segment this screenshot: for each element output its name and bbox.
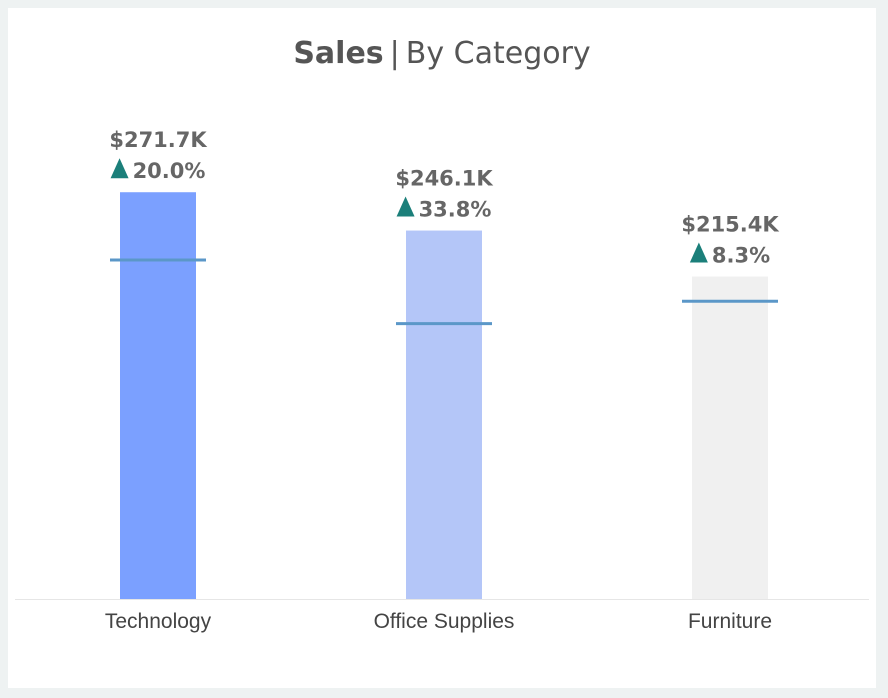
chart-title-separator: | — [389, 36, 400, 71]
category-label-2: Furniture — [688, 610, 772, 633]
change-label-0: 20.0% — [133, 159, 206, 183]
chart-title-sub: By Category — [405, 36, 591, 71]
change-label-2: 8.3% — [712, 244, 770, 268]
value-label-0: $271.7K — [109, 128, 207, 152]
value-label-1: $246.1K — [395, 167, 493, 191]
chart-title: Sales | By Category — [8, 36, 876, 72]
up-arrow-icon — [396, 196, 415, 217]
change-indicator-2: 8.3% — [689, 242, 770, 268]
bar-chart: $271.7K 20.0% Technology $246.1K 33.8% Office… — [15, 128, 869, 633]
category-label-1: Office Supplies — [374, 610, 515, 633]
bar-1[interactable] — [406, 230, 482, 599]
category-label-0: Technology — [105, 610, 212, 633]
bar-0[interactable] — [120, 192, 196, 600]
up-arrow-icon — [689, 242, 708, 263]
change-indicator-1: 33.8% — [396, 196, 492, 222]
change-indicator-0: 20.0% — [110, 158, 206, 183]
value-label-2: $215.4K — [681, 213, 779, 237]
up-arrow-icon — [110, 158, 129, 179]
bar-2[interactable] — [692, 276, 768, 599]
chart-title-main: Sales — [293, 36, 384, 71]
chart-card: Sales | By Category $271.7K 20.0% Technology… — [8, 8, 876, 688]
change-label-1: 33.8% — [419, 198, 492, 222]
